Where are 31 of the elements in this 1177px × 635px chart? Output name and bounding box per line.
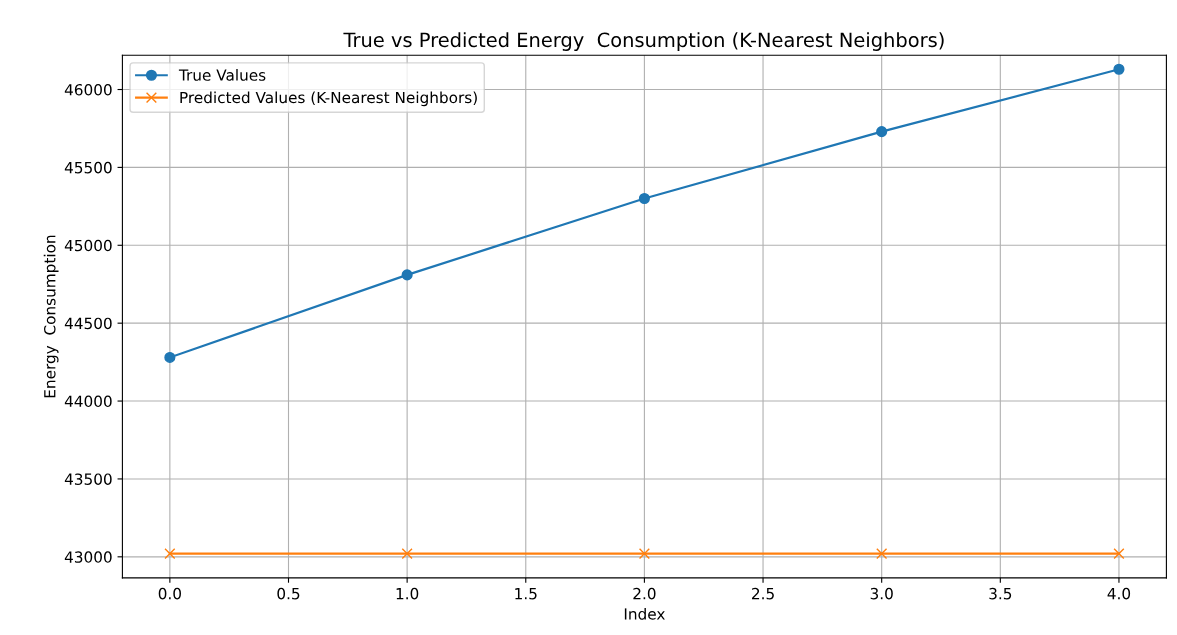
x-tick-label: 2.5: [752, 587, 774, 600]
x-tick-label: 4.0: [1107, 587, 1131, 600]
point: [164, 351, 176, 363]
x-tick-label: 0.5: [277, 587, 300, 600]
point: [401, 269, 413, 281]
x-tick-label: 1.0: [396, 587, 419, 600]
y-axis-title: Energy Consumption: [43, 235, 59, 398]
y-tick-label: 44500: [64, 317, 112, 330]
point: [876, 548, 888, 560]
y-tick-label: 46000: [64, 83, 112, 96]
x-tick-label: 1.5: [515, 588, 537, 600]
chart-title: True vs Predicted Energy Consumption (K-Nearest Neighbors): [343, 32, 944, 51]
point: [638, 548, 650, 560]
y-tick-label: 44000: [64, 395, 112, 408]
x-tick-label: 3.0: [870, 587, 893, 600]
point: [1113, 63, 1125, 75]
point: [638, 192, 650, 205]
y-tick-label: 43500: [64, 473, 112, 485]
legend-label: True Values: [178, 68, 266, 81]
x-tick-label: 3.5: [989, 587, 1012, 600]
y-tick-label: 43000: [64, 551, 112, 563]
y-tick-label: 45500: [64, 161, 112, 174]
point: [401, 548, 413, 560]
point: [876, 126, 888, 138]
y-tick-label: 45000: [64, 239, 112, 252]
point: [164, 548, 176, 560]
point: [1113, 548, 1125, 560]
legend-label: Predicted Values (K-Nearest Neighbors): [180, 91, 477, 107]
x-tick-label: 0.0: [158, 587, 181, 600]
x-tick-label: 2.0: [633, 587, 656, 600]
x-axis-title: Index: [624, 607, 665, 620]
